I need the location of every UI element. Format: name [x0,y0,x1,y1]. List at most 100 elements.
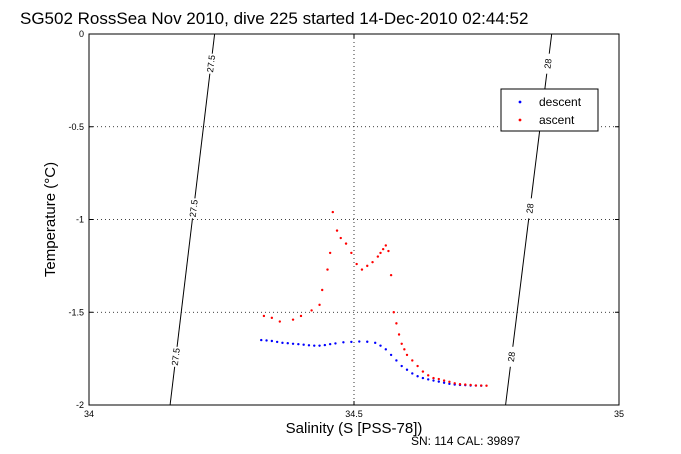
data-point-ascent [270,316,274,320]
data-point-ascent [469,383,472,387]
data-point-ascent [331,210,334,214]
data-point-ascent [442,379,446,382]
contour-label: 27.5 [170,347,182,366]
data-point-descent [281,341,284,345]
data-point-ascent [464,383,467,386]
data-point-descent [416,375,419,378]
contour-label-gap [170,346,181,367]
data-point-ascent [360,268,364,271]
data-point-ascent [339,236,342,240]
data-point-ascent [403,348,406,351]
y-tick-label: -1 [76,215,84,225]
data-point-descent [421,376,425,380]
data-point-ascent [387,249,390,253]
data-point-ascent [366,264,369,268]
data-point-descent [411,372,414,375]
legend-label-descent: descent [539,95,582,109]
data-point-ascent [328,251,332,255]
data-point-ascent [350,251,353,255]
data-point-descent [437,380,440,383]
contour-label-gap [543,53,554,74]
data-point-ascent [291,318,295,321]
data-point-ascent [384,244,387,247]
data-point-ascent [421,370,425,373]
data-point-ascent [448,380,451,384]
data-point-ascent [381,247,385,251]
contour-label-gap [188,198,199,219]
contour-label: 28 [542,58,553,69]
data-point-ascent [453,382,456,385]
data-point-descent [350,340,353,344]
y-tick-label: -2 [76,400,84,410]
data-point-ascent [437,377,440,381]
data-point-ascent [310,309,313,312]
data-point-descent [297,342,300,346]
contour-label: 27.5 [188,199,200,218]
y-tick-label: 0 [79,29,84,39]
data-point-descent [366,340,369,343]
data-point-descent [291,342,295,345]
data-point-ascent [480,384,483,387]
data-point-ascent [379,251,382,255]
data-point-ascent [278,320,281,323]
data-point-descent [275,340,279,344]
data-point-ascent [376,255,380,258]
data-point-descent [374,341,377,345]
x-tick-label: 34.5 [345,409,363,419]
plot-area: 34 34.5 35 0 -0.5 -1 -1.5 -2 27.5 27.5 27.5 28 28 28 d… [68,29,624,419]
data-point-ascent [405,353,409,357]
data-point-descent [342,341,345,344]
data-point-descent [313,344,316,347]
data-point-descent [260,338,263,342]
legend-marker-descent [518,100,522,104]
data-point-ascent [299,314,303,318]
x-axis-label: Salinity (S [PSS-78]) [286,420,423,437]
data-point-ascent [344,242,348,245]
data-point-ascent [474,384,478,387]
y-tick-label: -1.5 [68,307,84,317]
contour-label: 28 [506,351,517,362]
data-point-descent [405,368,409,371]
data-point-descent [334,342,337,345]
data-point-descent [286,342,289,345]
data-point-ascent [411,359,414,362]
data-point-ascent [458,383,462,386]
data-point-descent [265,339,268,342]
x-tick-label: 35 [614,409,624,419]
density-contour-line [169,33,216,406]
contour-label: 27.5 [205,54,217,73]
data-point-ascent [485,384,488,387]
data-point-descent [302,343,305,346]
contour-label-gap [506,346,517,367]
data-point-descent [448,382,451,386]
data-point-descent [389,353,393,357]
data-point-ascent [400,342,403,345]
data-point-ascent [355,262,358,266]
data-point-ascent [262,314,266,318]
data-point-descent [328,342,332,346]
data-point-ascent [397,333,401,336]
data-point-ascent [371,260,374,264]
data-point-descent [323,343,327,347]
data-point-descent [307,344,311,347]
data-point-ascent [392,311,395,314]
data-point-ascent [416,364,419,368]
data-point-descent [395,359,398,362]
y-axis-label: Temperature (°C) [42,162,59,277]
y-tick-label: -0.5 [68,122,84,132]
data-point-descent [358,340,361,343]
chart-title: SG502 RossSea Nov 2010, dive 225 started… [20,9,528,28]
legend: descent ascent [500,88,599,132]
data-point-descent [442,381,446,384]
legend-marker-ascent [518,118,522,122]
contour-label-gap [525,198,536,219]
data-point-ascent [326,268,329,271]
data-point-descent [318,344,321,347]
data-point-ascent [395,322,398,325]
data-point-descent [270,339,274,343]
data-point-descent [384,348,387,351]
x-tick-label: 34 [84,409,94,419]
contour-label-gap [206,53,217,74]
data-point-descent [432,379,435,382]
